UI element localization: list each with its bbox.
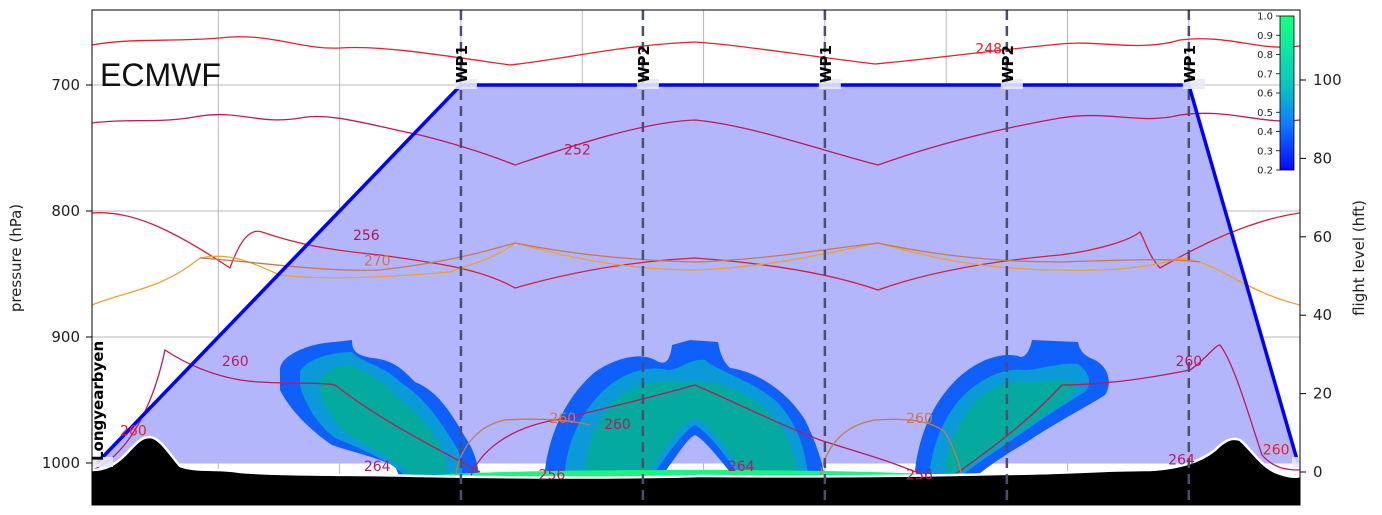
waypoint-label: WP2 [999,45,1017,83]
waypoint-label: Longyearbyen [89,341,107,461]
contour-label: 256 [539,468,566,484]
waypoint-markers [91,79,1314,467]
waypoint-label: WP1 [1181,45,1199,83]
colorbar-gradient [1279,15,1295,171]
left-tick-label: 800 [51,202,80,220]
model-label: ECMWF [100,57,221,93]
right-axis-label: flight level (hft) [1350,200,1368,316]
left-axis: 700 800 900 1000 [42,76,92,472]
terrain-edge [92,435,1300,479]
contour-label: 260 [549,411,576,427]
contour-label: 260 [604,417,631,433]
waypoint-marker[interactable] [91,457,113,467]
contour-label: 260 [1263,442,1290,458]
colorbar-tick-label: 1.0 [1257,12,1273,23]
colorbar-ticks: 1.0 0.9 0.8 0.7 0.6 0.5 0.4 0.3 0.2 [1257,12,1280,177]
contour-label: 260 [906,411,933,427]
colorbar-tick-label: 0.4 [1257,127,1273,138]
right-tick-label: 60 [1313,228,1332,246]
waypoint-marker[interactable] [1182,79,1205,89]
colorbar-tick-label: 0.7 [1257,69,1273,80]
right-tick-label: 80 [1313,149,1332,167]
cloud-patch-left [280,340,480,478]
contour-label: 248 [975,42,1002,58]
waypoint-label: WP1 [453,45,471,83]
contour-label: 260 [1175,354,1202,370]
waypoint-label: WP2 [635,45,653,83]
contour-label: 256 [906,468,933,484]
colorbar-tick-label: 0.5 [1257,108,1273,119]
right-axis: 0 20 40 60 80 100 [1300,71,1342,481]
waypoint-marker[interactable] [454,79,477,89]
contour-label: 270 [364,253,391,269]
colorbar-tick-label: 0.3 [1257,146,1273,157]
right-tick-label: 20 [1313,385,1332,403]
contour-labels: 248 252 256 270 260 260 260 260 260 260 264 264 264 2… [120,42,1290,484]
left-axis-label: pressure (hPa) [7,204,25,312]
cloud-patch-middle [545,340,825,478]
colorbar-tick-label: 0.2 [1257,166,1273,177]
waypoint-label: WP1 [817,45,835,83]
contour-label: 260 [120,424,147,440]
plot-frame [91,9,1301,506]
left-tick-label: 1000 [42,454,80,472]
left-tick-label: 900 [51,328,80,346]
contour-line-260-orange-right [819,418,963,479]
contour-line-256 [92,212,1300,291]
colorbar-tick-label: 0.9 [1257,31,1273,42]
right-tick-label: 40 [1313,306,1332,324]
contour-label: 252 [564,143,591,159]
contour-label: 260 [222,354,249,370]
contour-line-260-right [949,344,1300,479]
terrain-surface [92,437,1300,505]
contour-label: 256 [353,228,380,244]
colorbar: 1.0 0.9 0.8 0.7 0.6 0.5 0.4 0.3 0.2 [1257,12,1295,177]
waypoint-labels: Longyearbyen WP1 WP2 WP1 WP2 WP1 [89,45,1199,461]
contour-line-252 [92,112,1300,166]
waypoint-marker[interactable] [636,79,659,89]
contour-label: 264 [728,459,755,475]
left-tick-label: 700 [51,76,80,94]
contour-label: 264 [1168,452,1195,468]
waypoint-marker[interactable] [1000,79,1023,89]
colorbar-tick-label: 0.8 [1257,50,1273,61]
contour-line-260-orange-mid [454,418,591,479]
contour-label: 264 [364,459,391,475]
contour-line-248 [92,36,1300,66]
contour-line-270b [199,242,1201,271]
waypoint-lines [459,10,1191,505]
contour-line-260-mid [469,384,931,479]
temperature-contours [92,36,1300,479]
waypoint-marker[interactable] [818,79,841,89]
right-tick-label: 100 [1313,71,1342,89]
colorbar-tick-label: 0.6 [1257,89,1273,100]
waypoint-marker[interactable] [1292,457,1314,467]
right-tick-label: 0 [1313,463,1323,481]
